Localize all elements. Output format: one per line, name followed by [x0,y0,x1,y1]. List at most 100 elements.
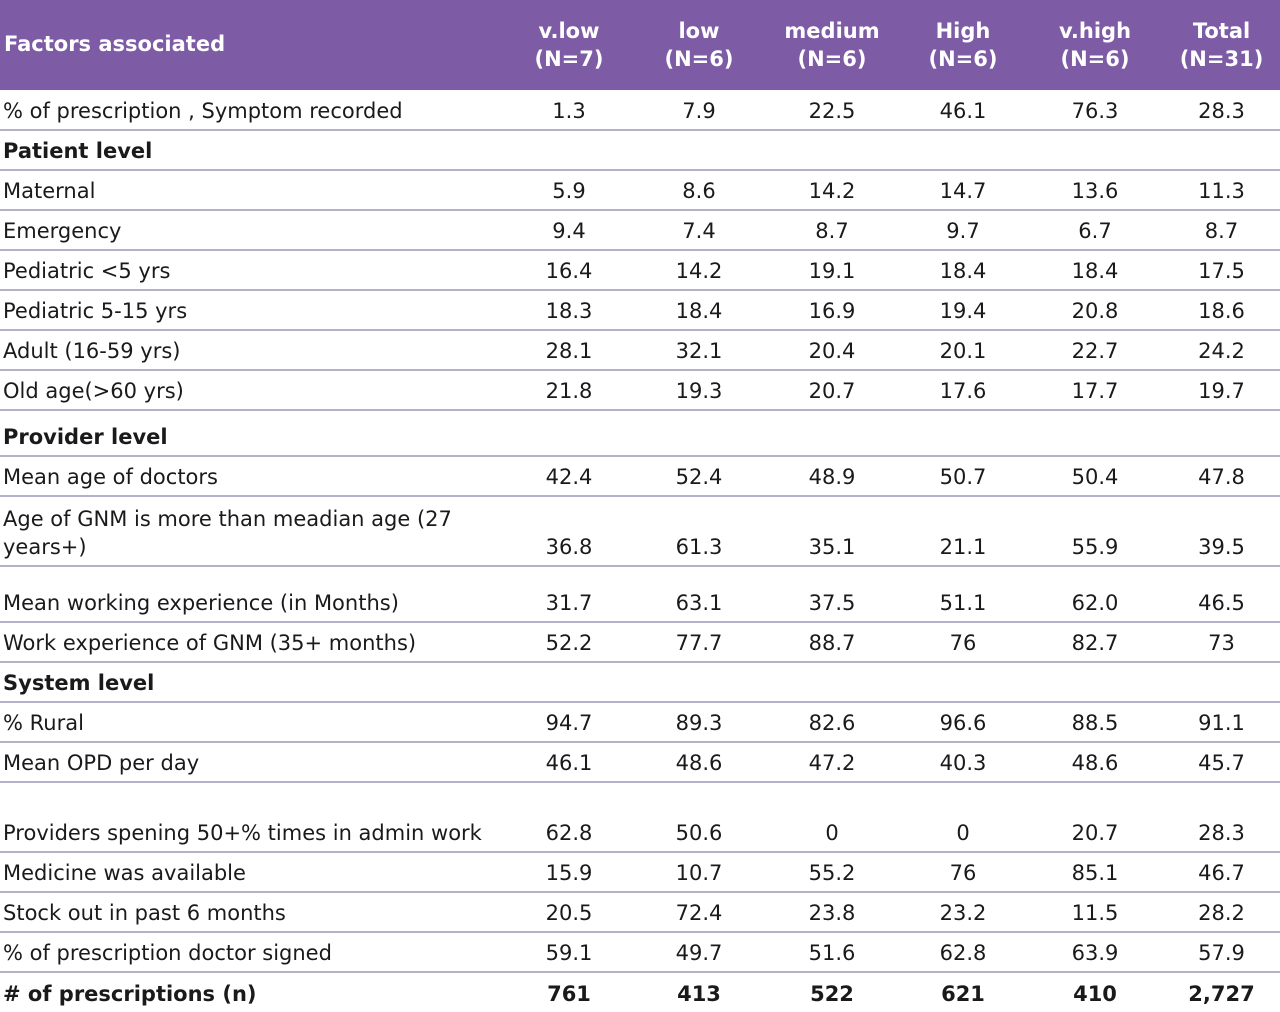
table-cell: 17.6 [899,370,1027,411]
table-cell: 46.1 [899,90,1027,131]
table-cell: 47.2 [765,742,899,783]
table-row: Providers spening 50+% times in admin wo… [0,782,1280,853]
table-cell: 85.1 [1027,852,1163,893]
header-label: v.low [538,19,600,43]
table-cell: 91.1 [1163,702,1280,743]
table-cell: 62.0 [1027,566,1163,623]
table-cell: 9.7 [899,210,1027,251]
table-cell: 51.6 [765,932,899,973]
table-cell: 17.7 [1027,370,1163,411]
table-cell: 52.2 [505,622,633,663]
table-row: Stock out in past 6 months 20.5 72.4 23.8 23… [0,892,1280,933]
section-title: System level [0,662,1280,703]
table-cell: 621 [941,982,985,1006]
table-cell: 20.1 [899,330,1027,371]
table-cell: 13.6 [1027,170,1163,211]
table-cell: 6.7 [1027,210,1163,251]
table-row: Pediatric 5-15 yrs 18.3 18.4 16.9 19.4 20.8 18… [0,290,1280,331]
table-cell: 18.4 [1027,250,1163,291]
table-body: % of prescription , Symptom recorded 1.3 7… [0,90,1280,1012]
header-row: Factors associated v.low (N=7) low (N=6) medi… [0,0,1280,90]
header-label: low [678,19,720,43]
section-title: Patient level [0,130,1280,171]
table-cell: 96.6 [899,702,1027,743]
header-label: medium [784,19,880,43]
table-cell: 89.3 [633,702,765,743]
header-label: Total [1192,19,1251,43]
header-column-6: Total (N=31) [1163,0,1280,90]
table-cell: 62.8 [505,782,633,853]
row-label: Old age(>60 yrs) [0,370,505,411]
table-cell: 31.7 [505,566,633,623]
table-cell: 7.9 [633,90,765,131]
table-row: Medicine was available 15.9 10.7 55.2 76 85.1… [0,852,1280,893]
table-cell: 22.7 [1027,330,1163,371]
table-cell: 2,727 [1188,982,1255,1006]
table-cell: 522 [810,982,854,1006]
table-row: % of prescription , Symptom recorded 1.3 7… [0,90,1280,131]
table-cell: 28.1 [505,330,633,371]
table-cell: 55.2 [765,852,899,893]
table-cell: 8.6 [633,170,765,211]
table-cell: 50.6 [633,782,765,853]
row-label: % of prescription doctor signed [0,932,505,973]
table-cell: 47.8 [1163,456,1280,497]
header-count: (N=6) [664,47,734,71]
table-cell: 63.1 [633,566,765,623]
table-cell: 39.5 [1163,496,1280,567]
table-cell: 76 [899,852,1027,893]
row-label: Emergency [0,210,505,251]
table-row: Maternal 5.9 8.6 14.2 14.7 13.6 11.3 [0,170,1280,211]
table-cell: 48.9 [765,456,899,497]
table-cell: 17.5 [1163,250,1280,291]
row-label: Pediatric <5 yrs [0,250,505,291]
table-cell: 52.4 [633,456,765,497]
header-column-2: low (N=6) [633,0,765,90]
row-label: Medicine was available [0,852,505,893]
table-cell: 63.9 [1027,932,1163,973]
header-count: (N=6) [797,47,867,71]
header-column-1: v.low (N=7) [505,0,633,90]
header-count: (N=6) [928,47,998,71]
table-cell: 21.1 [899,496,1027,567]
table-cell: 19.1 [765,250,899,291]
table-cell: 23.8 [765,892,899,933]
table-cell: 88.7 [765,622,899,663]
table-cell: 28.3 [1163,90,1280,131]
table-cell: 18.6 [1163,290,1280,331]
table-cell: 19.3 [633,370,765,411]
row-label: Pediatric 5-15 yrs [0,290,505,331]
table-cell: 20.8 [1027,290,1163,331]
table-cell: 94.7 [505,702,633,743]
table-cell: 49.7 [633,932,765,973]
table-cell: 46.5 [1163,566,1280,623]
table-cell: 18.4 [899,250,1027,291]
total-row: # of prescriptions (n) 761 413 522 621 410 2,7… [0,972,1280,1012]
table-cell: 48.6 [1027,742,1163,783]
row-label: Mean age of doctors [0,456,505,497]
table-cell: 32.1 [633,330,765,371]
row-label: # of prescriptions (n) [3,982,257,1006]
table-cell: 48.6 [633,742,765,783]
table-cell: 0 [765,782,899,853]
table-cell: 55.9 [1027,496,1163,567]
table-cell: 37.5 [765,566,899,623]
table-cell: 7.4 [633,210,765,251]
header-count: (N=7) [534,47,604,71]
table-row: % of prescription doctor signed 59.1 49.7 5… [0,932,1280,973]
table-cell: 77.7 [633,622,765,663]
table-cell: 11.5 [1027,892,1163,933]
header-label: High [935,19,991,43]
row-label: % of prescription , Symptom recorded [0,90,505,131]
header-column-4: High (N=6) [899,0,1027,90]
table-cell: 8.7 [765,210,899,251]
section-title: Provider level [0,410,1280,457]
table-cell: 413 [677,982,721,1006]
table-cell: 88.5 [1027,702,1163,743]
row-label: Mean working experience (in Months) [0,566,505,623]
header-count: (N=31) [1179,47,1264,71]
table-row: Emergency 9.4 7.4 8.7 9.7 6.7 8.7 [0,210,1280,251]
row-label: Maternal [0,170,505,211]
table-cell: 19.7 [1163,370,1280,411]
row-label: Mean OPD per day [0,742,505,783]
